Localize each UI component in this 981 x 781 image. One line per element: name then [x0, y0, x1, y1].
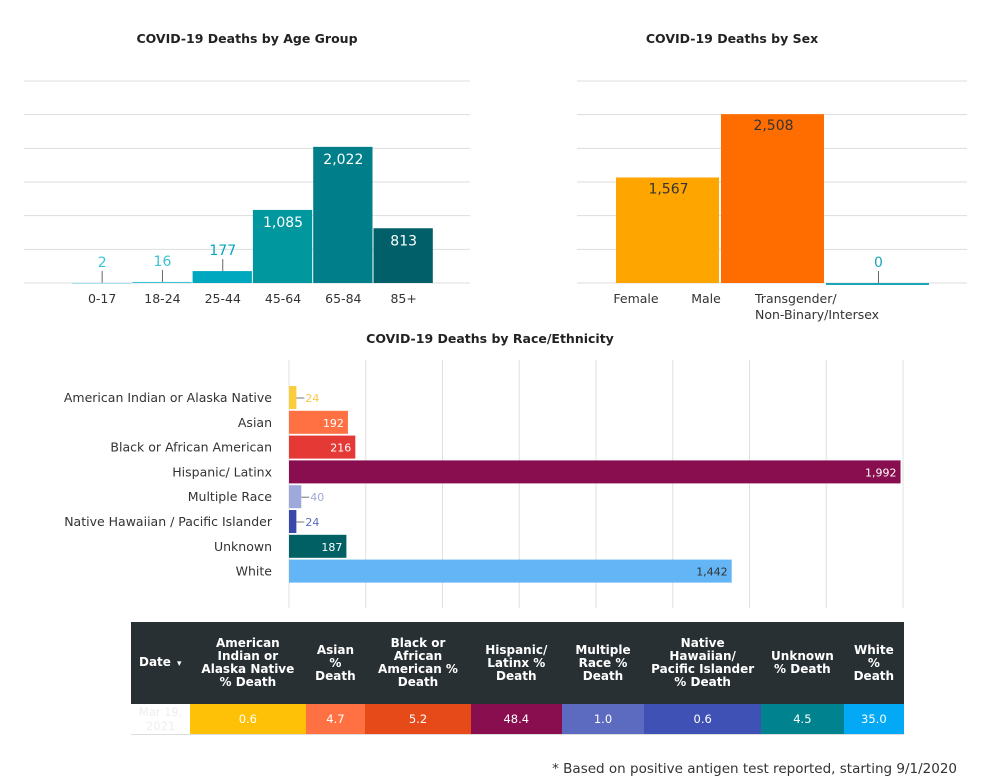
sex-chart-title: COVID-19 Deaths by Sex: [645, 31, 819, 46]
race-chart-title: COVID-19 Deaths by Race/Ethnicity: [366, 331, 614, 346]
bar-Male: [721, 114, 824, 284]
percent-cell: 0.6: [644, 704, 762, 735]
data-label: 0: [874, 255, 883, 271]
header-label: Date: [139, 654, 171, 669]
data-label: 16: [154, 254, 172, 270]
data-label: 24: [305, 392, 319, 405]
race-percent-table: Date ▾ American Indian or Alaska Native % …: [131, 622, 904, 735]
data-label: 813: [390, 233, 417, 249]
column-header[interactable]: White % Death: [843, 622, 904, 704]
percent-cell: 48.4: [470, 704, 562, 735]
data-label: 1,992: [865, 466, 897, 479]
data-label: 1,085: [263, 215, 303, 231]
bar-25-44: [192, 271, 252, 283]
date-column-header[interactable]: Date ▾: [131, 622, 191, 704]
data-label: 192: [323, 417, 344, 430]
column-header[interactable]: Asian % Death: [305, 622, 366, 704]
tick-label: 25-44: [205, 291, 241, 306]
data-label: 2,508: [753, 118, 793, 134]
data-label: 2: [98, 255, 107, 271]
percent-cell: 5.2: [365, 704, 471, 735]
tick-label: Transgender/: [754, 291, 837, 306]
data-label: 216: [330, 442, 351, 455]
data-label: 1,442: [696, 566, 728, 579]
tick-label: 18-24: [144, 291, 180, 306]
tick-label: 65-84: [325, 291, 361, 306]
sort-descending-icon[interactable]: ▾: [176, 658, 182, 669]
tick-label: 0-17: [88, 291, 116, 306]
bar-Transgender/ Non-Binary/Intersex: [826, 283, 929, 285]
bar-18-24: [132, 281, 192, 283]
data-label: 177: [209, 243, 236, 259]
column-header[interactable]: Native Hawaiian/ Pacific Islander % Deat…: [644, 622, 762, 704]
bar-Hispanic/ Latinx: [289, 460, 901, 484]
bar-45-64: [252, 209, 313, 283]
bar-Asian: [289, 410, 348, 434]
bar-85+: [373, 228, 433, 283]
table-row: Mar 19, 2021 0.6 4.7 5.2 48.4 1.0 0.6 4.5 35.0: [131, 704, 904, 735]
bar-American Indian or Alaska Native: [289, 386, 297, 409]
column-header[interactable]: Multiple Race % Death: [561, 622, 645, 704]
bar-Female: [616, 177, 719, 283]
bar-White: [289, 559, 732, 583]
bar-Unknown: [289, 534, 347, 558]
tick-label: 45-64: [265, 291, 301, 306]
category-label: Native Hawaiian / Pacific Islander: [64, 514, 273, 529]
data-label: 24: [305, 516, 319, 529]
data-label: 2,022: [323, 152, 363, 168]
category-label: Multiple Race: [188, 489, 273, 504]
date-cell: Mar 19, 2021: [131, 704, 191, 735]
bar-Multiple Race: [289, 485, 302, 509]
column-header[interactable]: Hispanic/ Latinx % Death: [470, 622, 562, 704]
tick-label: Male: [691, 291, 721, 306]
data-label: 1,567: [648, 181, 688, 197]
column-header[interactable]: Unknown % Death: [761, 622, 844, 704]
charts-canvas: 2 0-17 16 18-24 177 25-44 1,085 45-64 2,022 65-84…: [24, 80, 967, 608]
bar-0-17: [72, 282, 132, 284]
footnote: * Based on positive antigen test reporte…: [552, 761, 957, 777]
bar-Native Hawaiian / Pacific Islander: [289, 510, 297, 533]
percent-cell: 1.0: [561, 704, 645, 735]
column-header[interactable]: Black or African American % Death: [365, 622, 471, 704]
category-label: Hispanic/ Latinx: [172, 464, 272, 479]
category-label: Asian: [238, 415, 272, 430]
percent-cell: 35.0: [843, 704, 904, 735]
bar-Black or African American: [289, 435, 356, 459]
category-label: Black or African American: [110, 440, 272, 455]
bar-65-84: [313, 146, 373, 283]
percent-cell: 4.5: [761, 704, 844, 735]
data-label: 40: [310, 491, 324, 504]
age-chart-title: COVID-19 Deaths by Age Group: [136, 31, 358, 46]
tick-label: 85+: [390, 291, 416, 306]
tick-label: Non-Binary/Intersex: [755, 307, 879, 322]
percent-cell: 0.6: [190, 704, 306, 735]
tick-label: Female: [613, 291, 659, 306]
column-header[interactable]: American Indian or Alaska Native % Death: [190, 622, 306, 704]
category-label: White: [236, 564, 273, 579]
category-label: American Indian or Alaska Native: [64, 390, 272, 405]
category-label: Unknown: [214, 539, 272, 554]
percent-cell: 4.7: [305, 704, 366, 735]
data-label: 187: [321, 541, 342, 554]
